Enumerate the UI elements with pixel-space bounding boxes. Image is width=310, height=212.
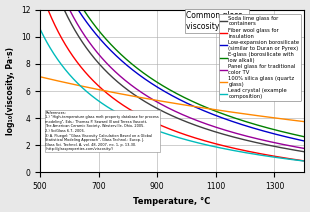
Legend: Soda lime glass for
containers, Fiber wool glass for
insulation, Low-expansion b: Soda lime glass for containers, Fiber wo… xyxy=(219,14,301,101)
Text: References:
1.) "High-temperature glass melt property database for process
model: References: 1.) "High-temperature glass … xyxy=(46,111,159,151)
Text: Common glass
viscosity curves: Common glass viscosity curves xyxy=(186,11,248,31)
Y-axis label: log₁₀(viscosity, Pa·s): log₁₀(viscosity, Pa·s) xyxy=(6,47,15,135)
X-axis label: Temperature, °C: Temperature, °C xyxy=(133,197,210,206)
